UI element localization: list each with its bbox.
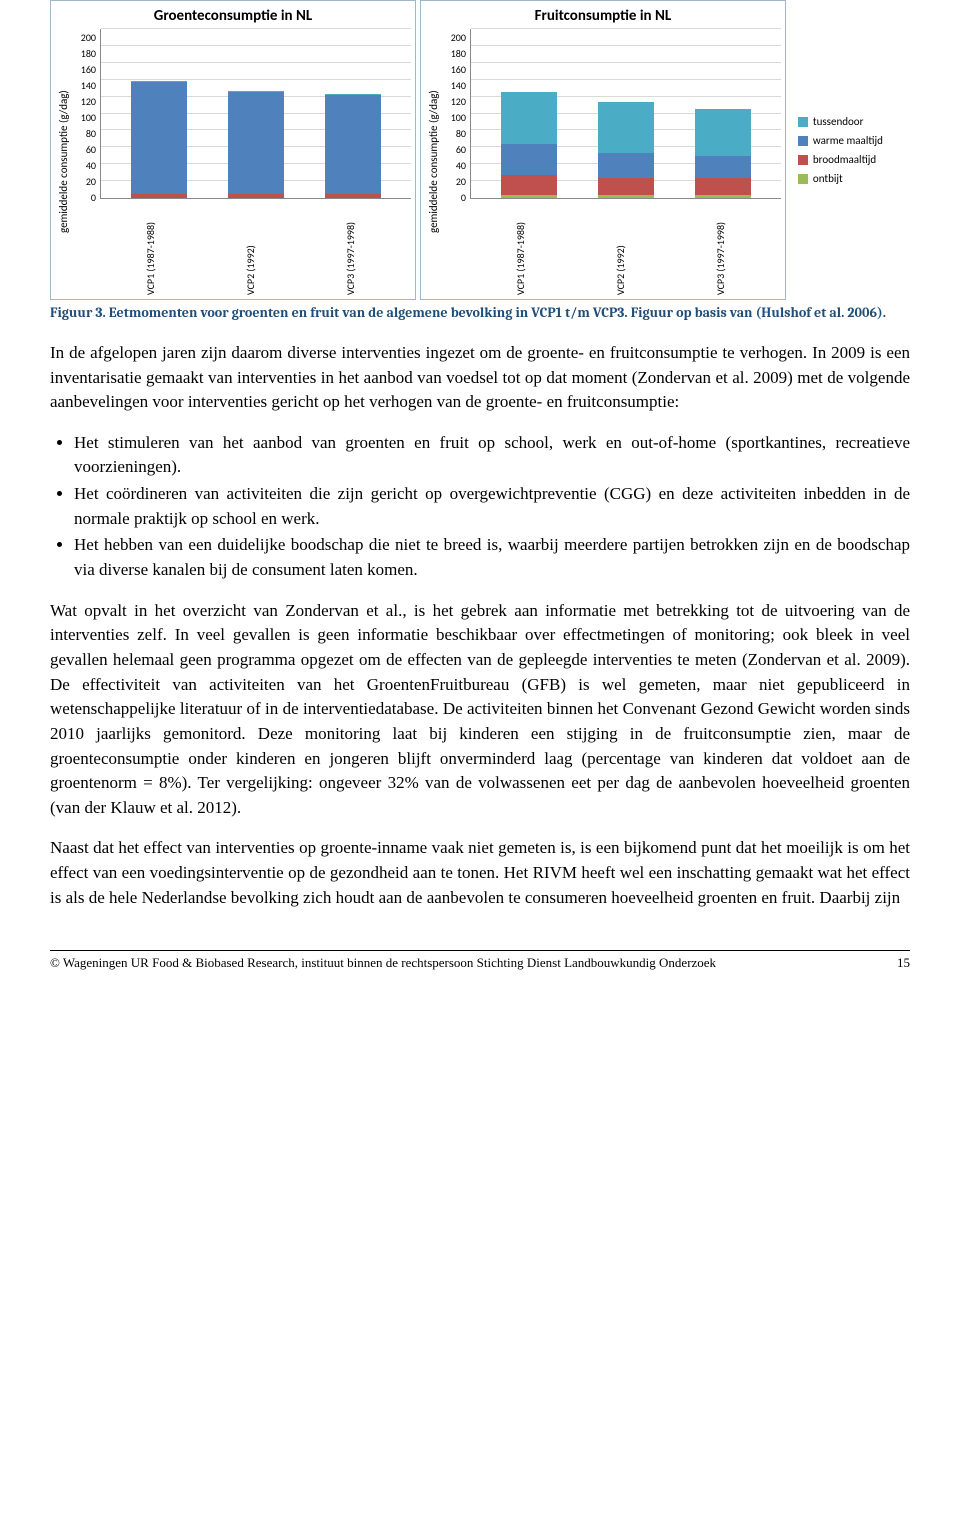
bullet-list: Het stimuleren van het aanbod van groent… [50, 431, 910, 583]
charts-row: Groenteconsumptie in NL gemiddelde consu… [50, 0, 910, 300]
bar [598, 102, 654, 198]
paragraph: Wat opvalt in het overzicht van Zonderva… [50, 599, 910, 821]
body-text: In de afgelopen jaren zijn daarom divers… [50, 341, 910, 910]
chart-fruit: Fruitconsumptie in NL gemiddelde consump… [420, 0, 786, 300]
legend-item: warme maaltijd [798, 134, 910, 147]
bar [228, 91, 284, 198]
bar-segment-warme_maaltijd [598, 153, 654, 179]
footer-copyright: © Wageningen UR Food & Biobased Research… [50, 955, 716, 971]
bar [695, 109, 751, 198]
page-footer: © Wageningen UR Food & Biobased Research… [50, 950, 910, 971]
bar-segment-broodmaaltijd [501, 175, 557, 195]
y-axis-ticks: 200180160140120100806040200 [442, 29, 470, 199]
x-tick: VCP3 (1997-1998) [714, 205, 727, 295]
bar-segment-broodmaaltijd [228, 194, 284, 198]
plot-area [470, 29, 781, 199]
legend-swatch [798, 136, 808, 146]
legend-swatch [798, 155, 808, 165]
bullet-item: Het hebben van een duidelijke boodschap … [74, 533, 910, 582]
x-tick: VCP1 (1987-1988) [144, 205, 157, 295]
legend-label: broodmaaltijd [813, 153, 876, 166]
y-axis-label: gemiddelde consumptie (g/dag) [55, 29, 72, 295]
legend-swatch [798, 117, 808, 127]
paragraph: In de afgelopen jaren zijn daarom divers… [50, 341, 910, 415]
bullet-item: Het stimuleren van het aanbod van groent… [74, 431, 910, 480]
bar-segment-tussendoor [501, 92, 557, 145]
legend-label: ontbijt [813, 172, 843, 185]
figure-caption: Figuur 3. Eetmomenten voor groenten en f… [50, 304, 910, 323]
bar-segment-warme_maaltijd [325, 95, 381, 194]
chart-title: Groenteconsumptie in NL [55, 7, 411, 25]
x-tick: VCP2 (1992) [614, 205, 627, 295]
x-tick: VCP1 (1987-1988) [514, 205, 527, 295]
y-axis-label: gemiddelde consumptie (g/dag) [425, 29, 442, 295]
plot-area [100, 29, 411, 199]
y-axis-ticks: 200180160140120100806040200 [72, 29, 100, 199]
page-number: 15 [897, 955, 910, 971]
bar-segment-broodmaaltijd [131, 194, 187, 198]
legend-label: tussendoor [813, 115, 864, 128]
legend-item: ontbijt [798, 172, 910, 185]
bar [131, 81, 187, 198]
legend-item: broodmaaltijd [798, 153, 910, 166]
bar-segment-tussendoor [695, 109, 751, 156]
bar-segment-broodmaaltijd [598, 178, 654, 194]
bar-segment-broodmaaltijd [325, 194, 381, 198]
bar-segment-ontbijt [501, 195, 557, 198]
x-tick: VCP2 (1992) [244, 205, 257, 295]
bar-segment-warme_maaltijd [131, 82, 187, 194]
bar-segment-ontbijt [695, 195, 751, 198]
chart-legend: tussendoor warme maaltijd broodmaaltijd ont… [790, 0, 910, 300]
bar-segment-broodmaaltijd [695, 178, 751, 194]
bullet-item: Het coördineren van activiteiten die zij… [74, 482, 910, 531]
bar-segment-warme_maaltijd [695, 156, 751, 179]
x-axis-ticks: VCP1 (1987-1988) VCP2 (1992) VCP3 (1997-19… [442, 199, 781, 295]
paragraph: Naast dat het effect van interventies op… [50, 836, 910, 910]
legend-swatch [798, 174, 808, 184]
bar [501, 92, 557, 198]
chart-groente: Groenteconsumptie in NL gemiddelde consu… [50, 0, 416, 300]
bar-segment-warme_maaltijd [228, 92, 284, 194]
chart-title: Fruitconsumptie in NL [425, 7, 781, 25]
bar [325, 94, 381, 198]
bar-segment-warme_maaltijd [501, 144, 557, 175]
legend-label: warme maaltijd [813, 134, 883, 147]
x-tick: VCP3 (1997-1998) [344, 205, 357, 295]
bar-segment-ontbijt [598, 195, 654, 198]
bar-segment-tussendoor [598, 102, 654, 153]
legend-item: tussendoor [798, 115, 910, 128]
x-axis-ticks: VCP1 (1987-1988) VCP2 (1992) VCP3 (1997-19… [72, 199, 411, 295]
